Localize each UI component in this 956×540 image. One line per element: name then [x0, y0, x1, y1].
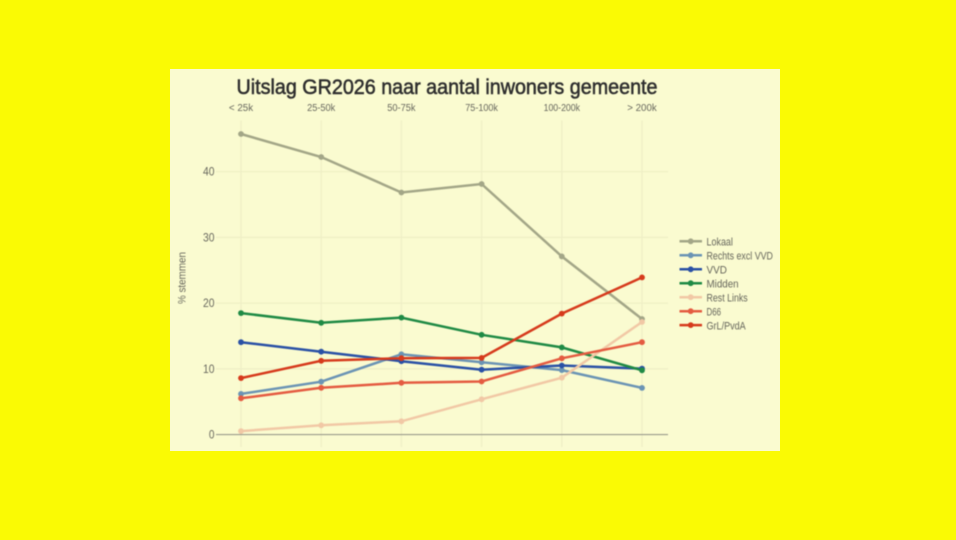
svg-text:GrL/PvdA: GrL/PvdA: [707, 321, 747, 333]
svg-text:50-75k: 50-75k: [387, 103, 416, 114]
svg-text:D66: D66: [707, 307, 722, 319]
svg-text:Rechts excl VVD: Rechts excl VVD: [707, 251, 773, 263]
svg-text:20: 20: [203, 298, 215, 310]
svg-text:> 200k: > 200k: [627, 103, 657, 114]
svg-text:30: 30: [203, 232, 215, 244]
svg-text:< 25k: < 25k: [229, 103, 254, 114]
svg-text:25-50k: 25-50k: [307, 103, 336, 114]
svg-text:Rest Links: Rest Links: [707, 293, 749, 305]
svg-text:% stemmen: % stemmen: [177, 252, 189, 304]
svg-text:75-100k: 75-100k: [465, 103, 499, 114]
svg-text:100-200k: 100-200k: [544, 103, 581, 114]
svg-text:0: 0: [209, 430, 215, 442]
svg-text:Lokaal: Lokaal: [707, 237, 733, 249]
svg-text:10: 10: [203, 364, 215, 376]
svg-text:Uitslag GR2026 naar aantal inw: Uitslag GR2026 naar aantal inwoners geme…: [237, 75, 658, 99]
svg-text:40: 40: [203, 167, 215, 179]
svg-text:Midden: Midden: [707, 279, 739, 291]
svg-text:VVD: VVD: [707, 265, 727, 277]
